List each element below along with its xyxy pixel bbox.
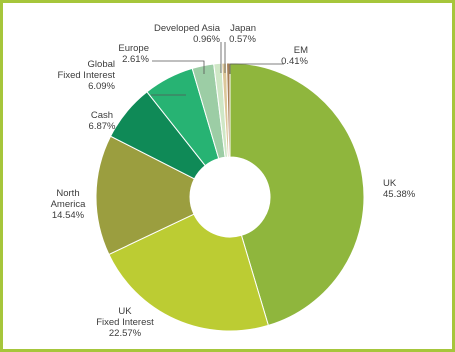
slice-label: UK Fixed Interest 22.57% bbox=[96, 306, 154, 339]
leader-line bbox=[152, 60, 205, 74]
slice-label: North America 14.54% bbox=[51, 188, 87, 221]
slice-label: Global Fixed Interest 6.09% bbox=[57, 59, 115, 92]
slice-label: Japan 0.57% bbox=[229, 23, 256, 45]
leader-line bbox=[229, 63, 284, 74]
slice-label: EM 0.41% bbox=[281, 45, 308, 67]
slice-em bbox=[226, 62, 231, 158]
slice-uk-fixed-interest bbox=[108, 213, 269, 332]
slice-label: UK 45.38% bbox=[383, 178, 416, 200]
slice-label: Developed Asia 0.96% bbox=[154, 23, 221, 45]
slice-uk bbox=[229, 62, 365, 327]
slice-label: Cash 6.87% bbox=[89, 110, 116, 132]
slice-label: Europe 2.61% bbox=[118, 43, 149, 65]
slice-north-america bbox=[95, 135, 196, 256]
